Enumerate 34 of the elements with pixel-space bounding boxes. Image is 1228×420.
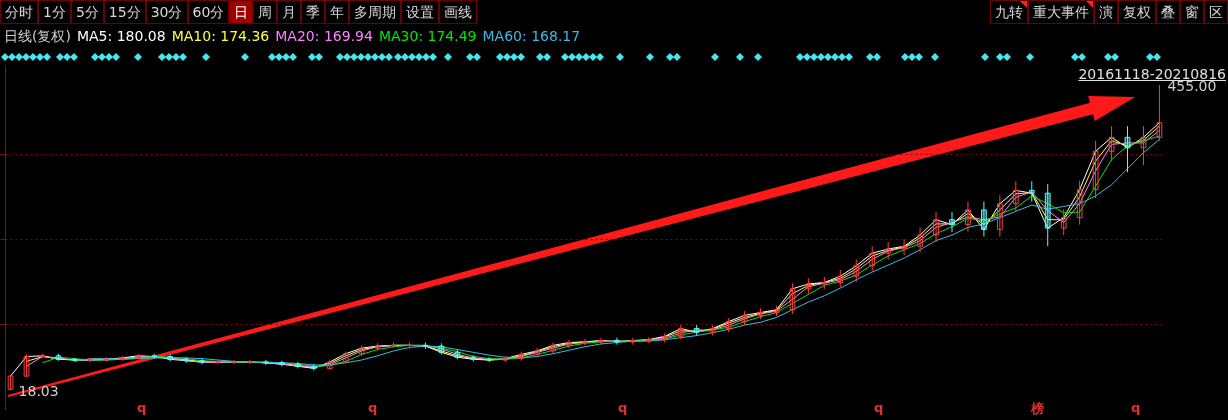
text: 榜 (1031, 400, 1044, 418)
text: MA60: 168.17 (482, 28, 581, 44)
text: 季 (301, 0, 326, 24)
text: q (874, 400, 884, 415)
annotation: 18.03 (18, 383, 59, 399)
text: 叠 (1156, 0, 1180, 24)
text: MA20: 169.94 (275, 28, 373, 44)
text: q (618, 400, 628, 415)
chart-title: 日线(复权) (4, 28, 71, 44)
text: 多周期 (349, 0, 402, 24)
text: 周 (253, 0, 278, 24)
text: 30分 (145, 0, 188, 24)
text: 画线 (439, 0, 478, 24)
text: 月 (277, 0, 302, 24)
text: 区 (1204, 0, 1228, 24)
text: 九转 (990, 0, 1028, 24)
text: 60分 (187, 0, 230, 24)
text: q (1131, 400, 1141, 415)
text: MA30: 174.49 (378, 28, 477, 44)
text: 窗 (1180, 0, 1204, 24)
text: 设置 (401, 0, 440, 24)
text: MA5: 180.08 (76, 28, 166, 44)
text: 复权 (1118, 0, 1156, 24)
text: q (137, 400, 147, 415)
text: 15分 (103, 0, 146, 24)
text: 5分 (70, 0, 104, 24)
text: q (368, 400, 378, 415)
text: 分时 (0, 0, 38, 24)
text: 年 (325, 0, 350, 24)
text: MA10: 174.36 (171, 28, 270, 44)
text: 1分 (38, 0, 71, 24)
text: 演 (1094, 0, 1118, 24)
text: 重大事件 (1028, 0, 1094, 24)
text: 日 (229, 0, 254, 24)
